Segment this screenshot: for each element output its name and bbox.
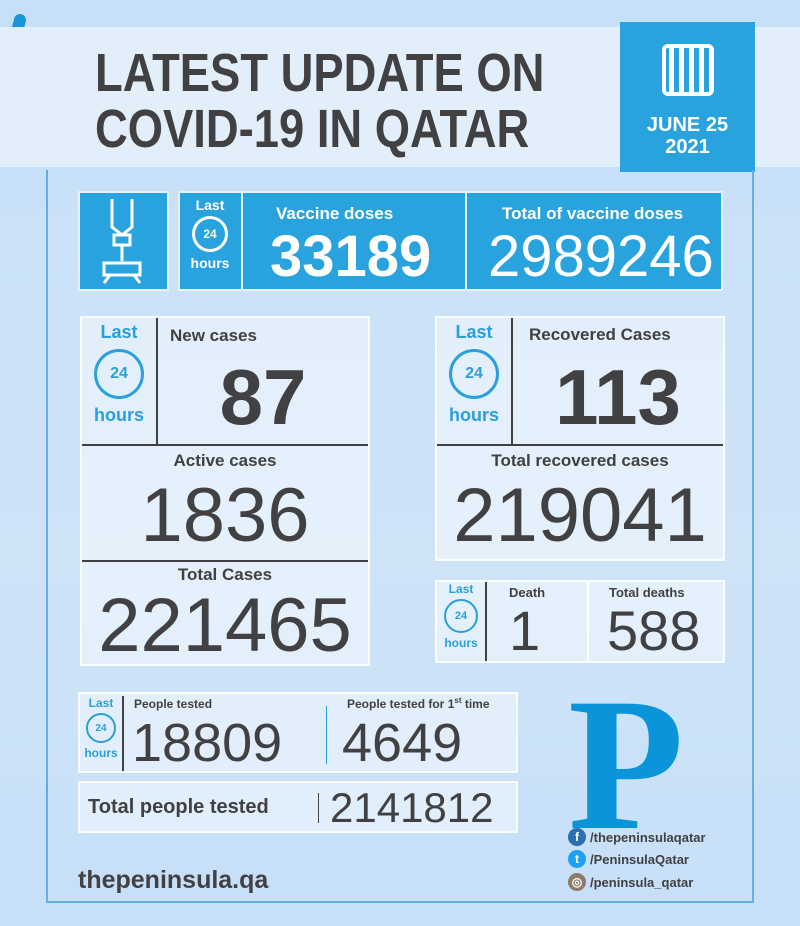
content-frame bbox=[46, 170, 754, 903]
people-tested-value: 18809 bbox=[132, 713, 283, 773]
active-cases-label: Active cases bbox=[173, 451, 277, 470]
total-deaths-value: 588 bbox=[607, 599, 701, 662]
clock-24-icon: 24 bbox=[192, 216, 228, 252]
instagram-link[interactable]: ◎/peninsula_qatar bbox=[568, 873, 693, 891]
hours-label: hours bbox=[93, 405, 144, 425]
hours-label: hours bbox=[84, 746, 118, 760]
total-tested-value: 2141812 bbox=[330, 784, 494, 831]
death-value: 1 bbox=[509, 599, 541, 662]
twitter-icon: t bbox=[568, 850, 586, 868]
total-cases-value: 221465 bbox=[98, 583, 352, 668]
vaccine-panel: Last 24 hours Vaccine doses 33189 Total … bbox=[178, 191, 723, 291]
date-line2: 2021 bbox=[665, 136, 710, 158]
new-cases-label: New cases bbox=[170, 326, 257, 345]
clock-24-icon: 24 bbox=[86, 713, 116, 743]
vaccine-doses-label: Vaccine doses bbox=[276, 204, 394, 223]
hours-label: hours bbox=[444, 636, 478, 650]
facebook-icon: f bbox=[568, 828, 586, 846]
death-label: Death bbox=[509, 585, 546, 600]
first-time-tested-label: People tested for 1st time bbox=[347, 696, 490, 712]
date-box: JUNE 25 2021 bbox=[620, 22, 755, 172]
total-tested-panel: Total people tested 2141812 bbox=[78, 781, 518, 833]
recovered-label: Recovered Cases bbox=[529, 325, 671, 344]
calendar-icon bbox=[661, 44, 714, 96]
last-24-hours: Last 24 hours bbox=[180, 193, 240, 289]
peninsula-logo: P bbox=[568, 660, 685, 870]
clock-24-icon: 24 bbox=[449, 349, 499, 399]
vaccine-icon-box bbox=[78, 191, 169, 291]
active-cases-value: 1836 bbox=[140, 473, 310, 558]
last-label: Last bbox=[100, 322, 138, 342]
total-cases-label: Total Cases bbox=[177, 565, 273, 584]
recovered-panel: Last 24 hours Recovered Cases 113 Total … bbox=[435, 316, 725, 561]
last-24-hours: Last 24 hours bbox=[84, 322, 154, 426]
page-title-line2: COVID-19 IN QATAR bbox=[95, 99, 530, 159]
page-title-line1: LATEST UPDATE ON bbox=[95, 43, 545, 103]
deaths-panel: Last 24 hours Death 1 Total deaths 588 bbox=[435, 580, 725, 663]
last-24-hours: Last 24 hours bbox=[80, 696, 122, 760]
clock-24-icon: 24 bbox=[444, 599, 478, 633]
hours-label: hours bbox=[448, 405, 499, 425]
date-line1: JUNE 25 bbox=[646, 114, 729, 136]
last-label: Last bbox=[455, 322, 493, 342]
new-cases-value: 87 bbox=[219, 353, 307, 441]
recovered-value: 113 bbox=[555, 353, 681, 441]
last-24-hours: Last 24 hours bbox=[439, 322, 509, 426]
people-tested-label: People tested bbox=[134, 697, 213, 711]
total-recovered-value: 219041 bbox=[453, 473, 707, 558]
total-vaccine-value: 2989246 bbox=[488, 224, 714, 289]
total-tested-label: Total people tested bbox=[88, 796, 269, 818]
last-label: Last bbox=[88, 696, 114, 710]
first-time-tested-value: 4649 bbox=[342, 713, 463, 773]
tests-panel: Last 24 hours People tested 18809 People… bbox=[78, 692, 518, 773]
facebook-link[interactable]: f/thepeninsulaqatar bbox=[568, 828, 706, 846]
total-recovered-label: Total recovered cases bbox=[491, 451, 669, 470]
site-link[interactable]: thepeninsula.qa bbox=[78, 866, 269, 894]
vaccine-doses-value: 33189 bbox=[270, 224, 432, 289]
cases-panel: Last 24 hours New cases 87 Active cases … bbox=[80, 316, 370, 666]
total-deaths-label: Total deaths bbox=[609, 585, 685, 600]
total-vaccine-label: Total of vaccine doses bbox=[502, 204, 684, 223]
twitter-link[interactable]: t/PeninsulaQatar bbox=[568, 850, 689, 868]
syringe-icon bbox=[102, 199, 142, 284]
instagram-icon: ◎ bbox=[568, 873, 586, 891]
clock-24-icon: 24 bbox=[94, 349, 144, 399]
last-24-hours: Last 24 hours bbox=[437, 582, 485, 650]
last-label: Last bbox=[195, 197, 225, 213]
hours-label: hours bbox=[190, 255, 230, 271]
last-label: Last bbox=[448, 582, 474, 596]
